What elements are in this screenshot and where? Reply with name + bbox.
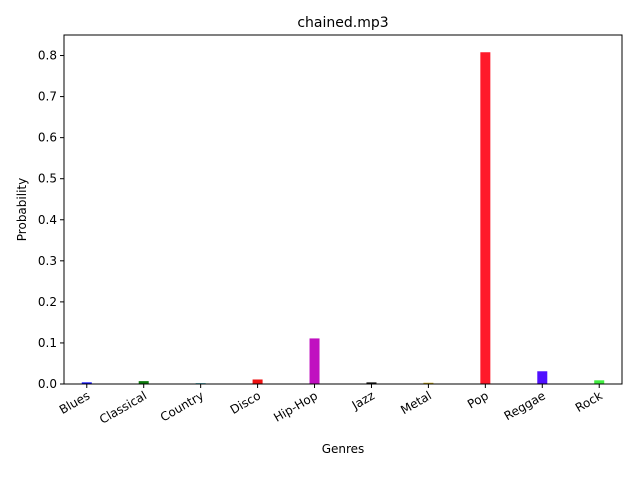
chart-title: chained.mp3 xyxy=(297,15,388,31)
x-axis-label: Genres xyxy=(322,442,365,456)
bar-rock xyxy=(594,380,605,384)
bar-blues xyxy=(81,382,92,384)
bar-jazz xyxy=(366,382,377,384)
x-tick-label: Blues xyxy=(57,388,92,417)
x-tick-label: Metal xyxy=(398,388,434,417)
x-tick-label: Disco xyxy=(228,388,263,417)
x-tick-label: Pop xyxy=(465,388,491,411)
y-tick-label: 0.3 xyxy=(38,254,57,268)
y-tick-label: 0.7 xyxy=(38,90,57,104)
y-tick-label: 0.5 xyxy=(38,172,57,186)
y-axis-label: Probability xyxy=(15,178,29,241)
x-tick-label: Rock xyxy=(573,388,605,414)
plot-frame xyxy=(63,34,623,385)
bar-disco xyxy=(252,379,263,384)
plot-area: 0.0 0.1 0.2 0.3 0.4 0.5 0.6 0.7 0.8 Blues Classica… xyxy=(38,49,605,427)
y-tick-label: 0.4 xyxy=(38,213,57,227)
y-tick-label: 0.8 xyxy=(38,49,57,63)
y-tick-label: 0.2 xyxy=(38,295,57,309)
x-tick-label: Country xyxy=(158,388,206,424)
bar-reggae xyxy=(537,371,548,384)
x-tick-label: Classical xyxy=(97,388,149,426)
x-tick-label: Hip-Hop xyxy=(271,388,320,424)
y-tick-label: 0.0 xyxy=(38,377,57,391)
bar-hip-hop xyxy=(309,338,320,384)
bar-classical xyxy=(138,381,149,384)
y-tick-label: 0.1 xyxy=(38,336,57,350)
x-tick-label: Reggae xyxy=(502,388,548,423)
bar-metal xyxy=(423,382,434,384)
x-tick-label: Jazz xyxy=(349,388,377,412)
bar-pop xyxy=(480,52,491,385)
y-tick-label: 0.6 xyxy=(38,131,57,145)
